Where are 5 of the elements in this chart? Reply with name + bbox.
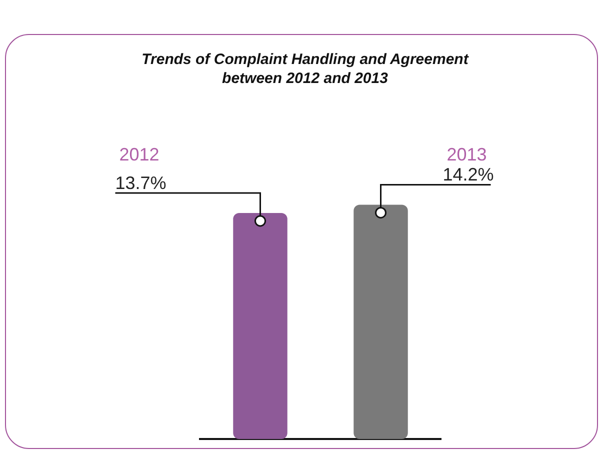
x-tick-label: 2013 xyxy=(446,144,487,165)
chart-title: Trends of Complaint Handling and Agreement between 2012 and 2013 xyxy=(140,50,470,88)
data-label: 13.7% xyxy=(115,172,166,193)
data-label: 14.2% xyxy=(442,164,494,185)
x-tick-label: 2012 xyxy=(119,144,160,165)
